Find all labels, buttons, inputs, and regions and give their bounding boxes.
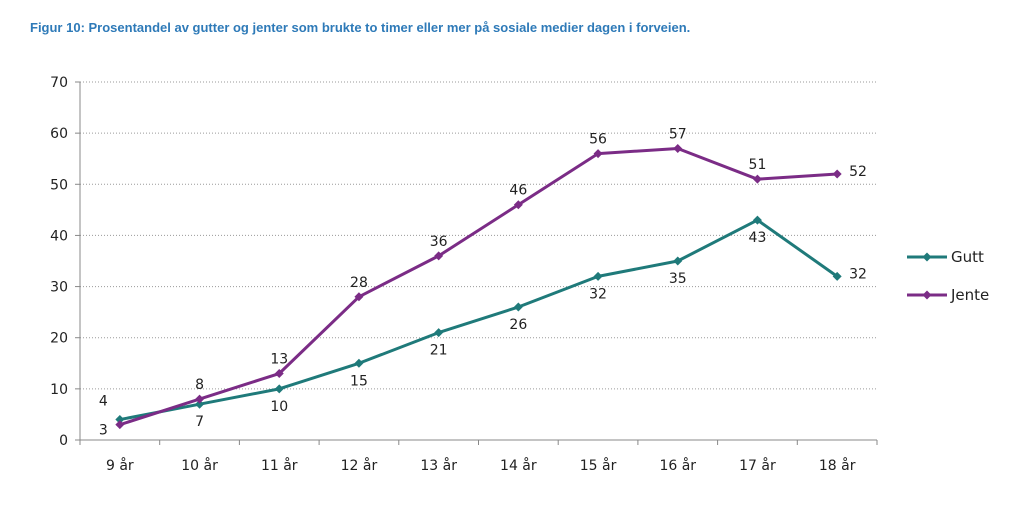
- legend-label: Gutt: [951, 248, 984, 266]
- data-point: [195, 394, 205, 404]
- chart-title: Figur 10: Prosentandel av gutter og jent…: [30, 20, 691, 35]
- x-tick-label: 9 år: [106, 457, 134, 474]
- data-label: 56: [589, 132, 607, 148]
- data-label: 35: [669, 271, 687, 287]
- data-point: [752, 174, 762, 184]
- data-label: 10: [270, 399, 288, 415]
- data-point: [434, 328, 444, 338]
- y-tick-label: 20: [50, 331, 68, 347]
- data-label: 4: [99, 394, 108, 410]
- x-tick-label: 12 år: [341, 457, 378, 474]
- data-point: [593, 271, 603, 281]
- data-label: 32: [589, 286, 607, 302]
- legend-marker: [922, 252, 932, 262]
- data-point: [593, 149, 603, 159]
- data-labels: 4 7 10 15 21 26 32 35 43 32 3 8 13 28 36 46 56 57 51 52: [99, 126, 867, 438]
- legend: Gutt Jente: [907, 248, 989, 304]
- data-point: [673, 143, 683, 153]
- data-label: 21: [430, 343, 448, 359]
- y-tick-label: 50: [50, 177, 68, 193]
- data-label: 36: [430, 234, 448, 250]
- data-point: [274, 384, 284, 394]
- legend-marker: [922, 290, 932, 300]
- data-point: [274, 369, 284, 379]
- data-label: 15: [350, 373, 368, 389]
- gridlines: [80, 81, 877, 390]
- x-tick-label: 11 år: [261, 457, 298, 474]
- data-label: 51: [749, 157, 767, 173]
- data-point: [513, 302, 523, 312]
- data-label: 32: [849, 266, 867, 282]
- y-tick-label: 10: [50, 382, 68, 398]
- data-point: [115, 420, 125, 430]
- data-label: 43: [749, 230, 767, 246]
- data-point: [195, 399, 205, 409]
- data-point: [832, 169, 842, 179]
- data-label: 7: [195, 414, 204, 430]
- data-label: 52: [849, 164, 867, 180]
- data-label: 46: [509, 183, 527, 199]
- x-tick-label: 16 år: [659, 457, 696, 474]
- data-point: [832, 271, 842, 281]
- x-tick-label: 18 år: [819, 457, 856, 474]
- y-tick-label: 30: [50, 280, 68, 296]
- series-line-jente: [119, 146, 838, 427]
- y-tick-label: 60: [50, 126, 68, 142]
- series-line-gutt: [119, 218, 839, 422]
- x-tick-label: 17 år: [739, 457, 776, 474]
- y-tick-label: 70: [50, 75, 68, 91]
- series-lines: [115, 143, 842, 430]
- x-tick-label: 14 år: [500, 457, 537, 474]
- axes: 0 10 20 30 40 50 60 70 9 år 10 år 11 år 12 år 13 år 1…: [50, 75, 878, 474]
- data-label: 8: [195, 377, 204, 393]
- x-tick-label: 13 år: [420, 457, 457, 474]
- data-label: 57: [669, 126, 687, 142]
- data-point: [673, 256, 683, 266]
- y-tick-label: 0: [59, 433, 68, 449]
- data-label: 26: [509, 317, 527, 333]
- x-tick-label: 10 år: [181, 457, 218, 474]
- data-point: [115, 415, 125, 425]
- data-label: 3: [99, 423, 108, 439]
- data-point: [354, 358, 364, 368]
- legend-label: Jente: [950, 286, 989, 304]
- data-point: [354, 292, 364, 302]
- data-label: 28: [350, 275, 368, 291]
- data-point: [434, 251, 444, 261]
- x-tick-label: 15 år: [580, 457, 617, 474]
- data-point: [513, 200, 523, 210]
- data-label: 13: [270, 352, 288, 368]
- data-point: [752, 215, 762, 225]
- y-tick-label: 40: [50, 228, 68, 244]
